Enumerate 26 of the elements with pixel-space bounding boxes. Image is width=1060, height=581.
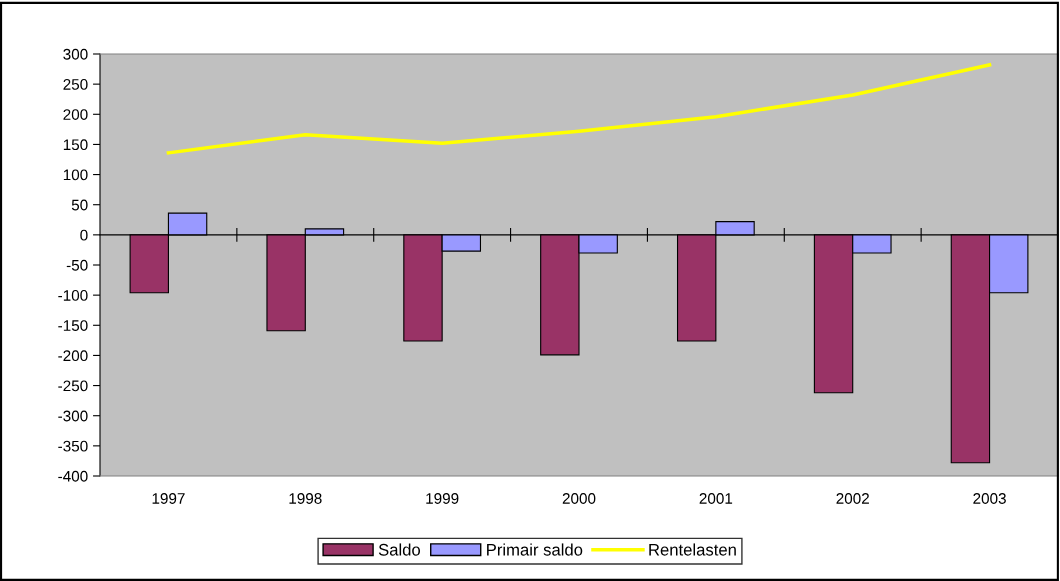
- x-tick-label: 2000: [562, 493, 596, 504]
- y-tick-label: -350: [58, 440, 88, 452]
- y-tick-label: 250: [63, 79, 88, 90]
- x-tick-label: 2003: [973, 493, 1006, 504]
- y-tick-label: 0: [80, 229, 88, 241]
- y-tick-label: 50: [71, 199, 88, 211]
- y-tick-label: -100: [58, 290, 88, 301]
- y-tick-label: -150: [58, 320, 88, 331]
- y-tick-label: 100: [63, 169, 88, 181]
- y-tick-label: 300: [63, 48, 88, 60]
- legend-label: Primair saldo: [487, 543, 583, 556]
- x-tick-label: 2002: [836, 493, 869, 504]
- y-tick-label: 200: [63, 109, 88, 120]
- y-tick-label: 150: [63, 139, 88, 151]
- y-tick-label: -400: [58, 470, 88, 482]
- x-tick-label: 1997: [152, 493, 185, 504]
- legend-label: Rentelasten: [649, 543, 736, 556]
- y-tick-label: -200: [58, 350, 88, 362]
- y-tick-label: -50: [66, 259, 88, 271]
- x-tick-label: 1999: [426, 493, 459, 504]
- y-tick-label: -300: [58, 410, 88, 422]
- legend-label: Saldo: [378, 543, 421, 556]
- x-tick-label: 1998: [289, 493, 322, 504]
- y-tick-label: -250: [58, 380, 88, 392]
- line-series: [166, 63, 992, 155]
- x-tick-label: 2001: [699, 493, 733, 504]
